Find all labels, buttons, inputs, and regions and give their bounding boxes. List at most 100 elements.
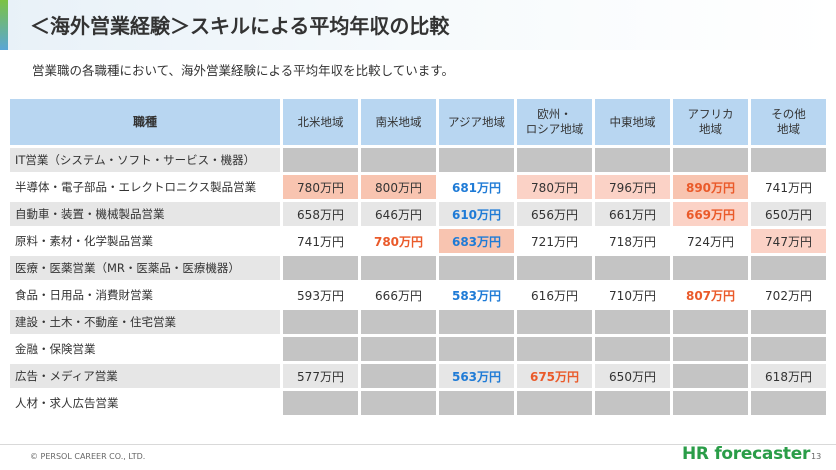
salary-cell: 724万円 — [673, 229, 748, 253]
table-row: 半導体・電子部品・エレクトロニクス製品営業 780万円 800万円 681万円 780万… — [10, 175, 826, 199]
salary-cell: 780万円 — [517, 175, 592, 199]
salary-cell — [361, 148, 436, 172]
salary-cell — [517, 256, 592, 280]
salary-cell — [283, 310, 358, 334]
salary-cell: 718万円 — [595, 229, 670, 253]
salary-cell: 658万円 — [283, 202, 358, 226]
salary-cell: 800万円 — [361, 175, 436, 199]
table-row: 食品・日用品・消費財営業 593万円 666万円 583万円 616万円 710万円 807… — [10, 283, 826, 307]
salary-cell: 583万円 — [439, 283, 514, 307]
salary-cell — [751, 391, 826, 415]
salary-cell — [751, 337, 826, 361]
salary-cell — [283, 148, 358, 172]
salary-cell — [751, 310, 826, 334]
salary-cell: 683万円 — [439, 229, 514, 253]
salary-cell — [283, 256, 358, 280]
header-region-2: 南米地域 — [361, 99, 436, 145]
salary-cell — [283, 337, 358, 361]
salary-cell — [673, 337, 748, 361]
salary-cell: 702万円 — [751, 283, 826, 307]
table-row: 建設・土木・不動産・住宅営業 — [10, 310, 826, 334]
copyright: © PERSOL CAREER CO., LTD. — [30, 452, 146, 461]
salary-cell: 741万円 — [283, 229, 358, 253]
job-type-cell: 半導体・電子部品・エレクトロニクス製品営業 — [10, 175, 280, 199]
salary-cell — [517, 337, 592, 361]
job-type-cell: 建設・土木・不動産・住宅営業 — [10, 310, 280, 334]
salary-cell — [673, 310, 748, 334]
table-row: IT営業（システム・ソフト・サービス・機器） — [10, 148, 826, 172]
salary-cell: 577万円 — [283, 364, 358, 388]
salary-cell: 741万円 — [751, 175, 826, 199]
salary-cell — [673, 256, 748, 280]
salary-cell: 650万円 — [595, 364, 670, 388]
salary-cell — [595, 310, 670, 334]
table-row: 広告・メディア営業 577万円 563万円 675万円 650万円 618万円 — [10, 364, 826, 388]
salary-cell — [439, 256, 514, 280]
header-region-5: 中東地域 — [595, 99, 670, 145]
salary-cell: 646万円 — [361, 202, 436, 226]
salary-cell: 669万円 — [673, 202, 748, 226]
salary-cell — [751, 148, 826, 172]
salary-cell — [283, 391, 358, 415]
salary-cell: 780万円 — [361, 229, 436, 253]
salary-cell — [517, 310, 592, 334]
header-job-type: 職種 — [10, 99, 280, 145]
salary-cell: 650万円 — [751, 202, 826, 226]
page-number: 13 — [811, 452, 822, 461]
salary-cell: 618万円 — [751, 364, 826, 388]
salary-cell: 656万円 — [517, 202, 592, 226]
salary-cell — [361, 256, 436, 280]
header-region-6: アフリカ 地域 — [673, 99, 748, 145]
salary-cell — [439, 310, 514, 334]
header-region-1: 北米地域 — [283, 99, 358, 145]
salary-cell: 890万円 — [673, 175, 748, 199]
job-type-cell: 広告・メディア営業 — [10, 364, 280, 388]
salary-comparison-table: 職種 北米地域 南米地域 アジア地域 欧州・ ロシア地域 中東地域 アフリカ 地域 その他 地域 I… — [7, 96, 829, 418]
salary-cell — [673, 391, 748, 415]
title-accent-bar — [0, 0, 8, 50]
header-region-4: 欧州・ ロシア地域 — [517, 99, 592, 145]
salary-cell: 675万円 — [517, 364, 592, 388]
salary-cell: 661万円 — [595, 202, 670, 226]
salary-cell — [673, 148, 748, 172]
table-row: 金融・保険営業 — [10, 337, 826, 361]
salary-cell: 681万円 — [439, 175, 514, 199]
salary-cell: 563万円 — [439, 364, 514, 388]
salary-cell: 721万円 — [517, 229, 592, 253]
salary-cell: 610万円 — [439, 202, 514, 226]
salary-cell — [361, 337, 436, 361]
table-header-row: 職種 北米地域 南米地域 アジア地域 欧州・ ロシア地域 中東地域 アフリカ 地域 その他 地域 — [10, 99, 826, 145]
header-region-7: その他 地域 — [751, 99, 826, 145]
title-band — [0, 0, 836, 50]
job-type-cell: 自動車・装置・機械製品営業 — [10, 202, 280, 226]
salary-cell — [673, 364, 748, 388]
salary-cell — [595, 337, 670, 361]
header-region-3: アジア地域 — [439, 99, 514, 145]
footer-divider — [0, 444, 836, 445]
page-subtitle: 営業職の各職種において、海外営業経験による平均年収を比較しています。 — [32, 63, 455, 78]
salary-cell: 616万円 — [517, 283, 592, 307]
salary-cell: 666万円 — [361, 283, 436, 307]
salary-cell — [517, 148, 592, 172]
salary-cell: 593万円 — [283, 283, 358, 307]
salary-cell — [439, 337, 514, 361]
hr-forecaster-logo: HR forecaster — [682, 444, 811, 464]
table-row: 人材・求人広告営業 — [10, 391, 826, 415]
salary-cell — [361, 391, 436, 415]
salary-cell — [595, 148, 670, 172]
job-type-cell: 食品・日用品・消費財営業 — [10, 283, 280, 307]
salary-cell: 796万円 — [595, 175, 670, 199]
table-row: 医療・医薬営業（MR・医薬品・医療機器） — [10, 256, 826, 280]
salary-cell: 710万円 — [595, 283, 670, 307]
salary-cell — [439, 391, 514, 415]
salary-cell — [439, 148, 514, 172]
job-type-cell: 金融・保険営業 — [10, 337, 280, 361]
job-type-cell: 人材・求人広告営業 — [10, 391, 280, 415]
salary-cell — [751, 256, 826, 280]
table-row: 原料・素材・化学製品営業 741万円 780万円 683万円 721万円 718万円 724… — [10, 229, 826, 253]
salary-cell — [595, 391, 670, 415]
salary-cell — [517, 391, 592, 415]
job-type-cell: 原料・素材・化学製品営業 — [10, 229, 280, 253]
page-title: ＜海外営業経験＞スキルによる平均年収の比較 — [30, 14, 450, 38]
table-row: 自動車・装置・機械製品営業 658万円 646万円 610万円 656万円 661万円 66… — [10, 202, 826, 226]
